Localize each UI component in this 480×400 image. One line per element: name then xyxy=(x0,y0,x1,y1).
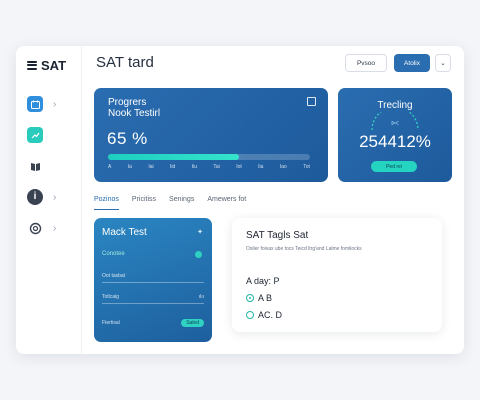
tracking-arc-label: ᐅᐸ xyxy=(391,121,399,127)
tick-label: Iai xyxy=(148,164,154,170)
mock-test-card[interactable]: Mack Test ✦ Conotee Oot tasbat Totlcaig … xyxy=(94,218,212,342)
sidebar: SAT › i › › xyxy=(16,46,82,354)
tracking-button[interactable]: Ped rei xyxy=(371,161,417,172)
settings-icon xyxy=(27,220,43,236)
progress-title: Progrers xyxy=(108,97,147,108)
tracking-arc-icon: ᐅᐸ xyxy=(371,112,419,131)
radio-icon[interactable] xyxy=(246,311,254,319)
info-icon: i xyxy=(27,189,43,205)
sidebar-item-book[interactable] xyxy=(27,157,73,175)
progress-bar-fill xyxy=(108,154,240,160)
mock-test-course: Conotee xyxy=(102,251,125,257)
tracking-title: Trecling xyxy=(377,100,413,111)
chevron-right-icon: › xyxy=(53,222,57,234)
tick-label: Ia xyxy=(127,164,132,170)
tick-label: Iao xyxy=(279,164,287,170)
row-label: Ftertisal xyxy=(102,320,120,326)
sidebar-item-info[interactable]: i › xyxy=(27,188,73,206)
row-status-pill[interactable]: Saled xyxy=(181,319,204,327)
trend-icon xyxy=(27,127,43,143)
answer-option[interactable]: A B xyxy=(246,293,272,303)
tag-set-description: Oxiler foivax ube tocs Teicd ltrg'and La… xyxy=(246,246,362,252)
radio-checked-icon[interactable] xyxy=(246,294,254,302)
row-extra: ılıı xyxy=(198,294,204,300)
tick-label: Iot xyxy=(236,164,242,170)
chevron-right-icon: › xyxy=(53,191,57,203)
app-window: SAT › i › › SAT xyxy=(16,46,464,354)
brand-label: SAT xyxy=(41,57,67,73)
page-title: SAT tard xyxy=(96,54,154,71)
chevron-right-icon: › xyxy=(53,98,57,110)
row-label: Totlcaig xyxy=(102,294,119,300)
tick-label: Tot xyxy=(303,164,310,170)
header-button-preview[interactable]: Pvsoo xyxy=(345,54,387,72)
question-text: A day: P xyxy=(246,276,280,286)
header-button-primary[interactable]: Atolix xyxy=(394,54,430,72)
tag-set-card: SAT Tagls Sat Oxiler foivax ube tocs Tei… xyxy=(232,218,442,332)
tick-label: A xyxy=(108,164,112,170)
header-dropdown-button[interactable]: ⌄ xyxy=(435,54,451,72)
tick-label: Iid xyxy=(170,164,176,170)
sidebar-item-calendar[interactable]: › xyxy=(27,95,73,113)
progress-subtitle: Nook Testirl xyxy=(108,108,161,119)
tracking-card: Trecling ᐅᐸ 254412% Ped rei xyxy=(338,88,452,182)
tab-bar: Pozinos Pricitiss Senings Amewers fot xyxy=(94,196,259,210)
progress-bar xyxy=(108,154,310,160)
sidebar-item-trend[interactable] xyxy=(27,126,73,144)
tab-positions[interactable]: Pozinos xyxy=(94,196,119,210)
expand-icon[interactable] xyxy=(307,97,316,106)
progress-percent: 65 % xyxy=(107,129,148,148)
book-icon xyxy=(27,158,43,174)
tab-answers[interactable]: Amewers fot xyxy=(207,196,247,203)
sparkle-icon: ✦ xyxy=(197,229,203,236)
mock-test-title: Mack Test xyxy=(102,227,147,238)
tab-practices[interactable]: Pricitiss xyxy=(131,196,157,203)
row-label: Oot tasbat xyxy=(102,273,126,279)
status-dot xyxy=(195,251,202,258)
tick-label: Tai xyxy=(213,164,220,170)
brand[interactable]: SAT xyxy=(27,56,66,74)
tracking-value: 254412% xyxy=(359,132,431,151)
menu-icon[interactable] xyxy=(27,60,37,70)
progress-ticks: A Ia Iai Iid Iiu Tai Iot Iia Iao Tot xyxy=(108,164,310,170)
tag-set-title: SAT Tagls Sat xyxy=(246,230,309,241)
tick-label: Iia xyxy=(258,164,264,170)
mock-test-row[interactable]: Oot tasbat xyxy=(102,273,204,283)
answer-option-label: A B xyxy=(258,293,273,303)
answer-option[interactable]: AC. D xyxy=(246,310,282,320)
calendar-icon xyxy=(27,96,43,112)
answer-option-label: AC. D xyxy=(258,310,283,320)
sidebar-item-settings[interactable]: › xyxy=(27,219,73,237)
mock-test-row[interactable]: Totlcaig ılıı xyxy=(102,294,204,304)
tick-label: Iiu xyxy=(191,164,197,170)
mock-test-row[interactable]: Ftertisal Saled xyxy=(102,319,204,327)
progress-card: Progrers Nook Testirl 65 % A Ia Iai Iid … xyxy=(94,88,328,182)
tab-settings[interactable]: Senings xyxy=(169,196,195,203)
